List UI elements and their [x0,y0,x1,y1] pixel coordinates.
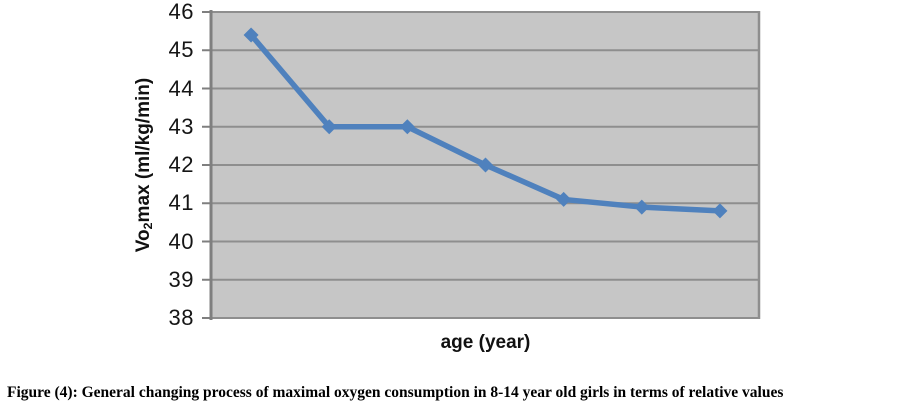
y-tick-label: 43 [168,113,194,139]
y-tick-label: 46 [168,0,194,24]
figure-caption: Figure (4): General changing process of … [7,384,784,401]
diamond-marker [712,203,728,219]
x-axis-title: age (year) [440,332,531,353]
y-axis-title-text: Vo [132,229,154,253]
y-axis-title-units: max (ml/kg/min) [132,77,154,223]
y-axis-title-subscript: 2 [141,222,156,230]
y-tick-label: 39 [168,266,194,292]
y-tick-label: 41 [168,190,194,216]
y-axis-title: Vo2max (ml/kg/min) [133,78,155,252]
y-tick-label: 44 [168,75,194,101]
diamond-marker [478,157,493,173]
diamond-marker [634,199,650,215]
diamond-marker [399,119,415,135]
diamond-marker [556,191,572,207]
y-tick-label: 42 [168,152,194,177]
y-tick-label: 38 [168,305,194,330]
plot-area [202,10,761,320]
diamond-marker [243,27,259,43]
y-tick-label: 40 [168,228,194,254]
y-tick-label: 45 [168,37,194,63]
diamond-marker [321,119,337,135]
vo2max-line-chart: 46 45 44 43 42 41 40 39 38 Vo2max (ml/kg/min) ag… [133,0,761,353]
